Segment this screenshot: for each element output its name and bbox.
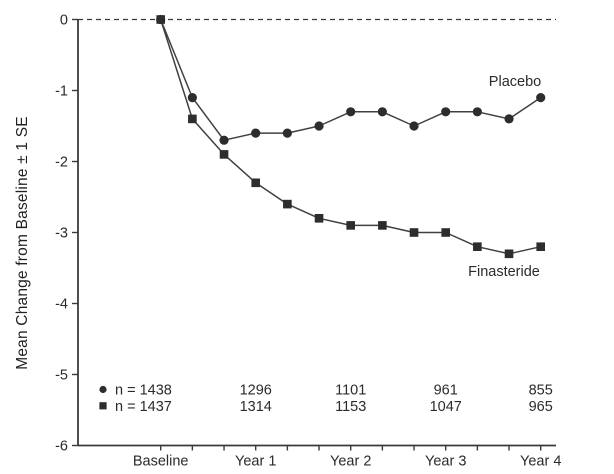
marker-finasteride — [314, 214, 324, 223]
y-tick-label: -4 — [55, 297, 68, 313]
y-tick-label: -1 — [55, 84, 68, 100]
x-tick-label: Year 3 — [425, 454, 466, 470]
y-tick-label: -2 — [55, 155, 68, 171]
marker-finasteride — [536, 242, 545, 251]
x-tick-label: Year 2 — [330, 454, 371, 470]
marker-finasteride — [473, 242, 482, 251]
marker-placebo — [409, 121, 419, 131]
n-count: 965 — [529, 399, 553, 415]
n-count: 1153 — [335, 399, 366, 415]
legend-marker-circle — [99, 385, 107, 394]
marker-finasteride — [504, 249, 514, 259]
legend-n-label-finasteride: n = 1437 — [115, 399, 172, 415]
legend-n-label-placebo: n = 1438 — [115, 383, 172, 399]
marker-placebo — [346, 107, 356, 117]
x-tick-label: Year 1 — [235, 454, 276, 470]
marker-finasteride — [251, 178, 260, 188]
n-table-layer: 1296 1101 961 855 1314 1153 1047 965 — [99, 383, 553, 415]
marker-placebo — [282, 128, 292, 138]
y-tick-label: -5 — [55, 368, 68, 384]
series-line-finasteride — [159, 19, 541, 255]
y-tick-label: 0 — [60, 13, 68, 29]
y-tick-label: -6 — [55, 439, 68, 455]
n-count: 855 — [529, 383, 553, 399]
series-label-placebo: Placebo — [489, 74, 541, 90]
marker-finasteride — [346, 221, 355, 230]
marker-placebo — [314, 121, 324, 131]
marker-finasteride — [283, 199, 292, 209]
y-axis-title: Mean Change from Baseline ± 1 SE — [14, 116, 31, 370]
series-layer — [156, 14, 546, 259]
y-tick-label: -3 — [55, 226, 68, 242]
marker-finasteride — [378, 221, 387, 230]
x-tick-label: Baseline — [133, 454, 189, 470]
x-tick-label: Year 4 — [520, 454, 561, 470]
marker-placebo — [441, 107, 451, 117]
marker-finasteride — [409, 228, 419, 237]
n-count: 961 — [434, 383, 458, 399]
n-count: 1296 — [240, 383, 272, 399]
marker-placebo — [377, 107, 387, 117]
n-count: 1314 — [240, 399, 272, 415]
marker-placebo — [251, 128, 261, 138]
n-count: 1047 — [430, 399, 462, 415]
series-line-placebo — [160, 19, 542, 141]
marker-placebo — [472, 107, 482, 117]
n-count: 1101 — [335, 383, 366, 399]
marker-placebo — [187, 93, 197, 103]
marker-finasteride — [219, 150, 229, 159]
marker-placebo — [219, 135, 229, 145]
marker-placebo — [536, 93, 546, 103]
marker-placebo — [504, 114, 514, 124]
marker-finasteride — [441, 228, 450, 237]
axes-layer: 0 -1 -2 -3 -4 -5 -6 Baseline Year 1 Year 2 Year 3 Y… — [55, 13, 561, 470]
marker-finasteride — [188, 114, 197, 124]
series-label-finasteride: Finasteride — [468, 264, 540, 280]
legend-marker-square — [99, 402, 107, 410]
marker-finasteride — [156, 15, 165, 24]
